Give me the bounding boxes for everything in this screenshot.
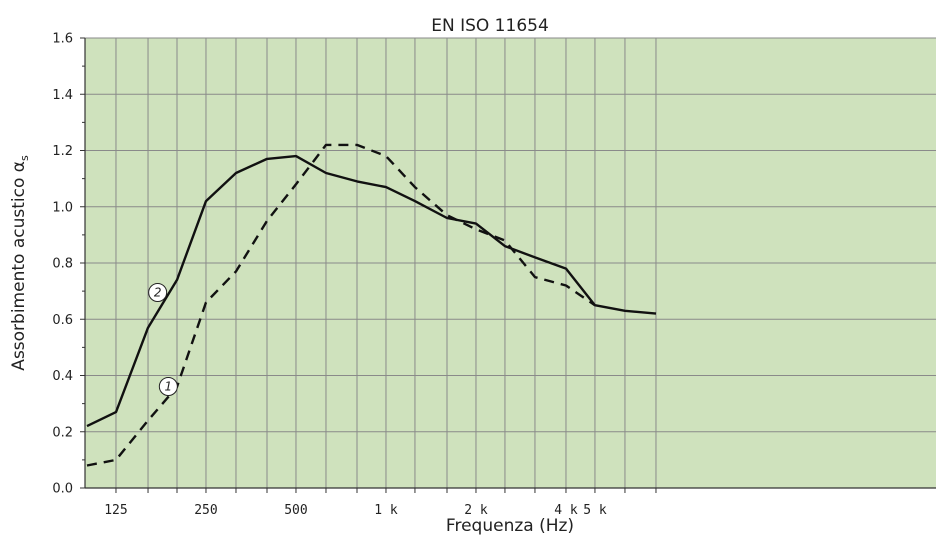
series-group [86,143,657,467]
y-axis-label: Assorbimento acustico αs [9,155,31,371]
x-tick-label: 500 [284,503,307,518]
y-axis: 0.0 0.2 0.4 0.6 0.8 1.0 1.2 1.4 1.6 [52,32,85,497]
x-axis: 125 250 500 1 k 2 k 4 k 5 k [104,488,657,518]
y-axis-label-main: Assorbimento acustico α [9,161,29,371]
curve-label-2: 2 [154,285,162,299]
y-tick-label: 0.4 [52,369,73,384]
x-axis-label: Frequenza (Hz) [446,516,574,536]
x-tick-label: 5 k [583,503,607,518]
x-tick-label: 125 [104,503,127,518]
y-tick-label: 1.0 [52,200,73,215]
x-tick-label: 1 k [374,503,398,518]
y-tick-label: 1.6 [52,32,73,47]
y-tick-label: 0.6 [52,313,73,328]
y-tick-label: 1.4 [52,88,73,103]
y-tick-label: 0.8 [52,257,73,272]
series-line-1 [86,143,596,467]
chart-title: EN ISO 11654 [431,16,549,36]
series-line-2 [86,154,657,428]
y-tick-label: 0.0 [52,482,73,497]
grid-lines [84,37,936,489]
curve-label-1: 1 [165,380,173,394]
x-tick-label: 4 k [554,503,578,518]
curve-label-circle [158,377,178,397]
curve-labels: 12 [148,282,178,397]
x-tick-label: 2 k [464,503,488,518]
curve-label-circle [148,282,168,302]
x-tick-label: 250 [194,503,217,518]
y-tick-label: 1.2 [52,144,73,159]
y-axis-label-subscript: s [18,155,31,161]
y-tick-label: 0.2 [52,425,73,440]
